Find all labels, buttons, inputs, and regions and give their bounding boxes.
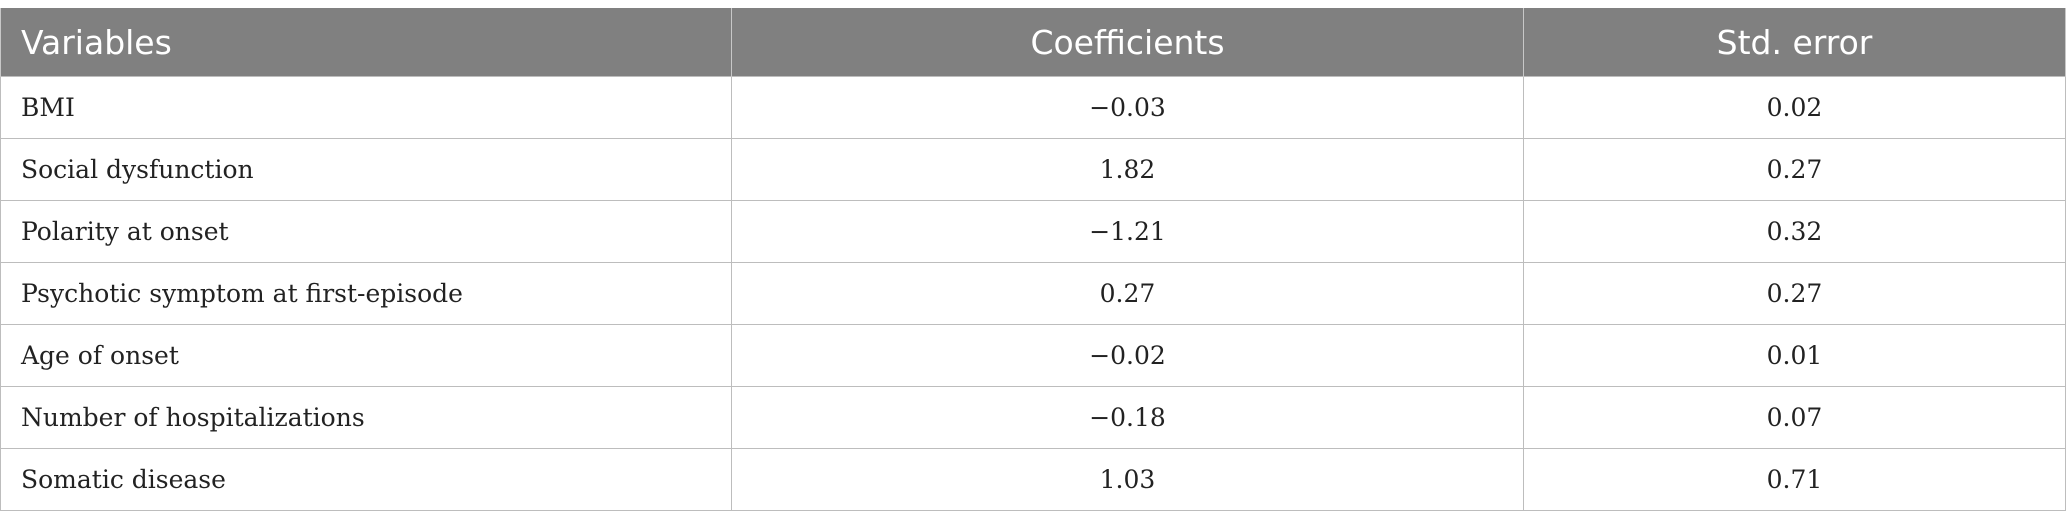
cell-variable: Social dysfunction (0, 138, 732, 201)
cell-coefficient: −1.21 (731, 200, 1524, 263)
header-std-error: Std. error (1523, 8, 2066, 77)
table-header: Variables Coefficients Std. error (0, 8, 2066, 77)
table-row: Social dysfunction 1.82 0.27 (0, 138, 2066, 201)
cell-variable: Polarity at onset (0, 200, 732, 263)
cell-std-error: 0.02 (1523, 76, 2066, 139)
cell-coefficient: −0.02 (731, 324, 1524, 387)
cell-variable: Psychotic symptom at first-episode (0, 262, 732, 325)
cell-variable: BMI (0, 76, 732, 139)
header-variables: Variables (0, 8, 732, 77)
cell-variable: Somatic disease (0, 448, 732, 511)
table-row: Polarity at onset −1.21 0.32 (0, 200, 2066, 263)
cell-coefficient: −0.03 (731, 76, 1524, 139)
regression-table: Variables Coefficients Std. error BMI −0… (0, 8, 2066, 511)
cell-coefficient: 1.03 (731, 448, 1524, 511)
table-row: Somatic disease 1.03 0.71 (0, 448, 2066, 511)
header-row: Variables Coefficients Std. error (0, 8, 2066, 77)
table-body: BMI −0.03 0.02 Social dysfunction 1.82 0… (0, 76, 2066, 511)
cell-variable: Number of hospitalizations (0, 386, 732, 449)
table-row: Age of onset −0.02 0.01 (0, 324, 2066, 387)
cell-std-error: 0.27 (1523, 138, 2066, 201)
table-row: Number of hospitalizations −0.18 0.07 (0, 386, 2066, 449)
cell-std-error: 0.32 (1523, 200, 2066, 263)
table-row: BMI −0.03 0.02 (0, 76, 2066, 139)
cell-std-error: 0.07 (1523, 386, 2066, 449)
cell-coefficient: 0.27 (731, 262, 1524, 325)
table-row: Psychotic symptom at first-episode 0.27 … (0, 262, 2066, 325)
cell-std-error: 0.71 (1523, 448, 2066, 511)
cell-coefficient: −0.18 (731, 386, 1524, 449)
cell-variable: Age of onset (0, 324, 732, 387)
cell-std-error: 0.01 (1523, 324, 2066, 387)
regression-table-container: Variables Coefficients Std. error BMI −0… (0, 8, 2066, 511)
cell-std-error: 0.27 (1523, 262, 2066, 325)
cell-coefficient: 1.82 (731, 138, 1524, 201)
header-coefficients: Coefficients (731, 8, 1524, 77)
